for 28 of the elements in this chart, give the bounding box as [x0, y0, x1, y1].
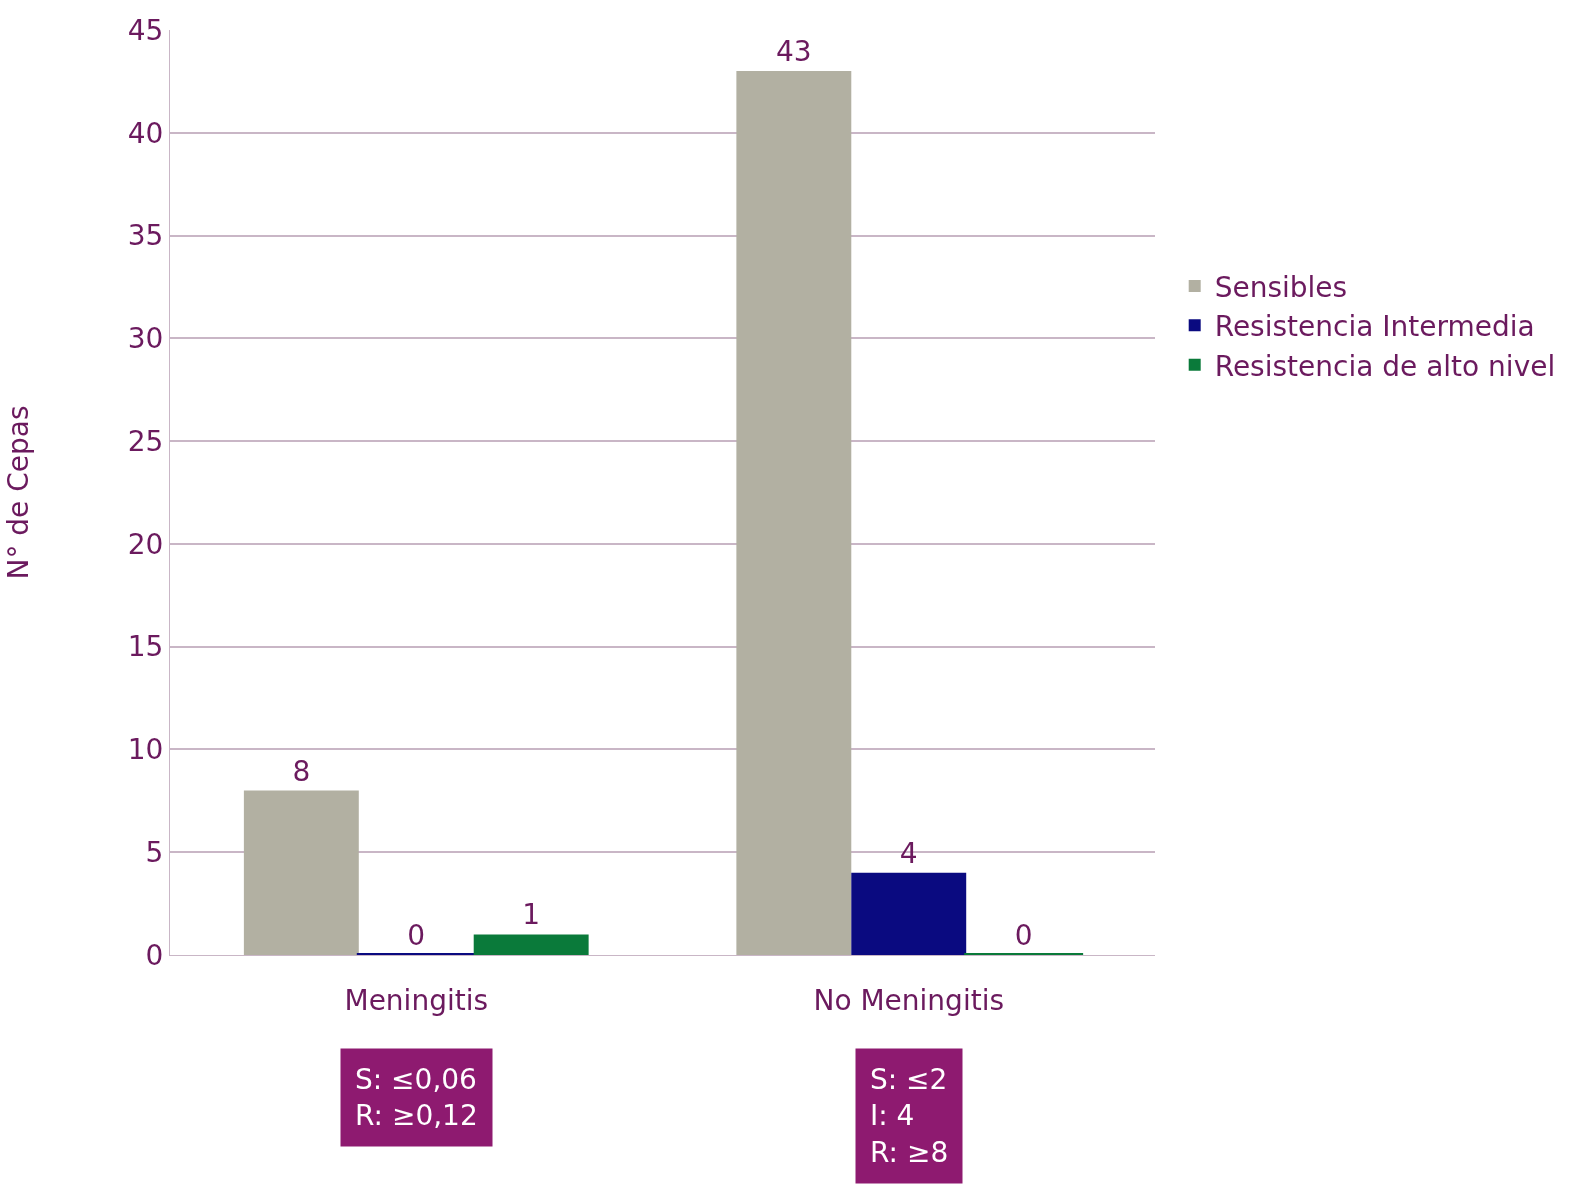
y-axis-title: N° de Cepas [2, 405, 36, 580]
data-label: 4 [899, 836, 918, 870]
y-tick-label: 35 [127, 219, 164, 253]
y-tick-label: 0 [145, 938, 164, 972]
y-tick-label: 20 [127, 527, 164, 561]
data-label: 1 [522, 898, 541, 932]
y-tick-label: 40 [127, 116, 164, 150]
y-tick-label: 5 [145, 836, 164, 870]
y-tick-label: 10 [127, 733, 164, 767]
y-tick-label: 15 [127, 630, 164, 664]
bar [243, 790, 359, 955]
y-tick-label: 45 [127, 13, 164, 47]
data-label: 8 [292, 754, 311, 788]
bar [473, 934, 589, 955]
data-label: 43 [776, 35, 812, 69]
y-tick-label: 25 [127, 424, 164, 458]
x-tick-label: Meningitis [344, 983, 489, 1017]
x-tick-label: No Meningitis [813, 983, 1005, 1017]
text: S: ≤0,06 R: ≥0,12 [355, 1063, 478, 1133]
bar [851, 872, 967, 955]
text: S: ≤2 I: 4 R: ≥8 [870, 1063, 949, 1169]
bar [736, 71, 852, 955]
legend-label: Sensibles [1214, 270, 1348, 304]
data-label: 0 [1014, 919, 1033, 952]
data-label: 0 [407, 919, 426, 952]
y-tick-label: 30 [127, 322, 164, 356]
legend-label: Resistencia Intermedia [1214, 310, 1535, 344]
legend-label: Resistencia de alto nivel [1214, 349, 1556, 383]
